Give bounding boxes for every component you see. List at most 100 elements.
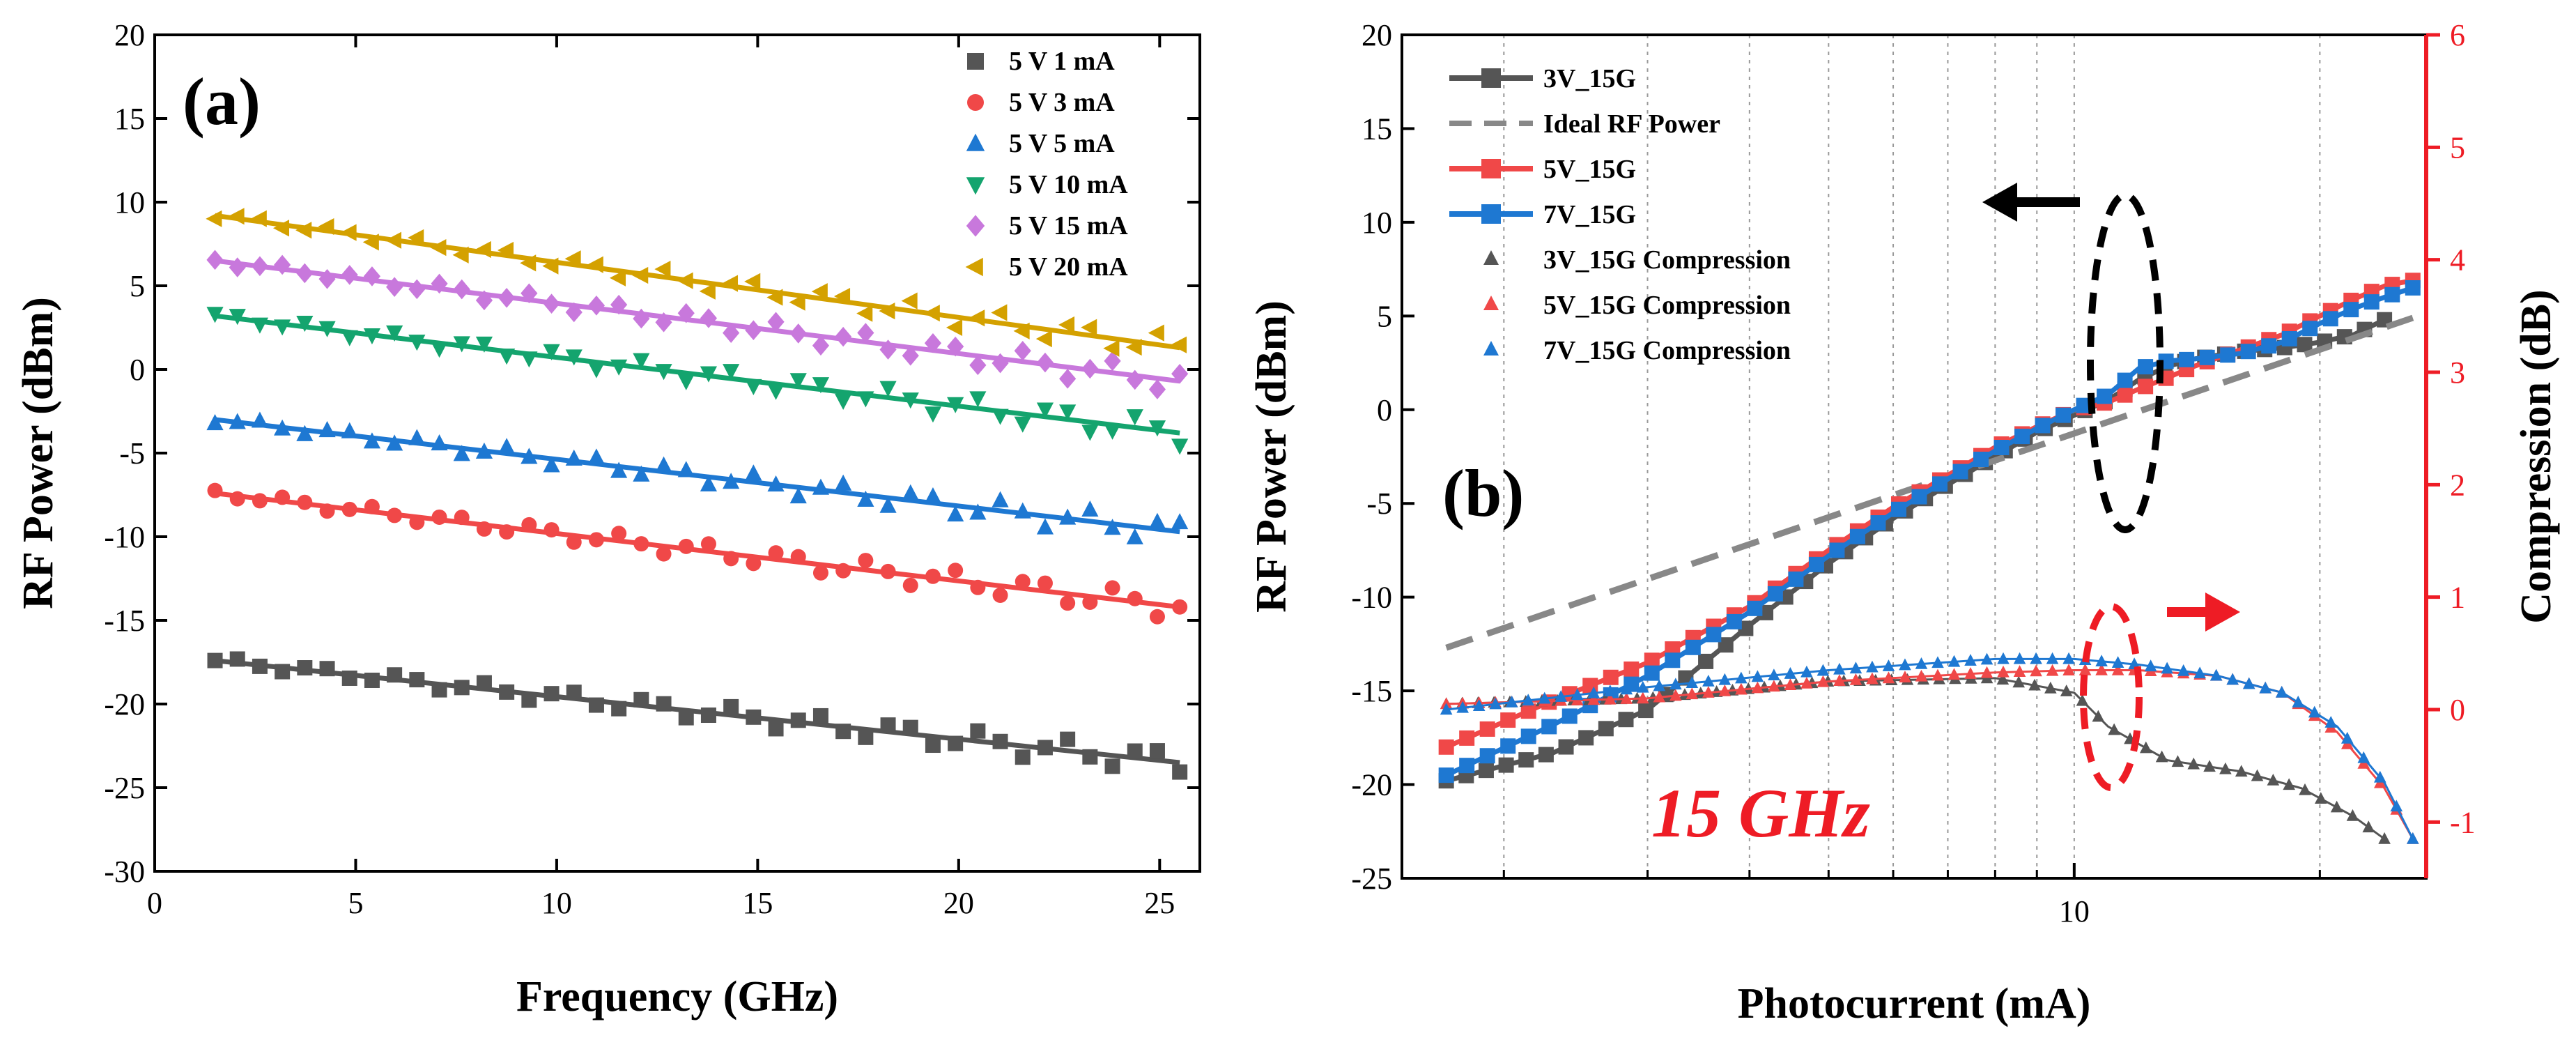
data-point [1558, 739, 1574, 755]
panel-b-x-axis-title: Photocurrent (mA) [1738, 980, 2091, 1027]
data-point [431, 273, 448, 294]
data-point [408, 335, 426, 351]
data-point [2028, 678, 2041, 691]
data-point [992, 491, 1009, 507]
panel-b-annotations [1982, 183, 2240, 791]
data-point [1767, 586, 1783, 602]
data-point [2095, 655, 2108, 667]
y-tick-label: 15 [114, 102, 145, 136]
series-line [1446, 657, 2414, 840]
data-point [453, 279, 470, 300]
data-point [1866, 672, 1879, 685]
data-point [2193, 666, 2206, 679]
data-point [520, 448, 538, 464]
panel-b-y-axis-title: RF Power (dBm) [1248, 300, 1295, 613]
x-tick-label: 5 [348, 886, 363, 920]
data-point [1059, 404, 1077, 421]
series-7v-15g-compression [1440, 652, 2419, 844]
data-point [1638, 703, 1654, 719]
data-point [2343, 302, 2359, 318]
data-point [2340, 731, 2354, 744]
data-point [1148, 420, 1166, 437]
data-point [543, 344, 560, 360]
data-point [274, 419, 291, 436]
data-point [1915, 657, 1928, 669]
data-point [2179, 351, 2195, 367]
data-point [1788, 571, 1804, 587]
data-point [341, 501, 357, 517]
data-point [969, 355, 987, 376]
data-point [902, 577, 918, 593]
data-point [1126, 409, 1143, 426]
data-point [229, 491, 245, 507]
data-point [387, 507, 403, 523]
data-point [1747, 600, 1763, 616]
series-5-v-1-ma [207, 651, 1188, 780]
y-tick-label: 20 [1362, 18, 1392, 52]
data-point [1037, 740, 1053, 756]
y-tick-label: -25 [1351, 862, 1392, 896]
data-point [1059, 508, 1077, 525]
data-point [453, 445, 470, 461]
data-point [678, 710, 694, 726]
data-point [1518, 752, 1534, 768]
data-point [272, 220, 290, 237]
data-point [1081, 358, 1099, 379]
data-point [2046, 664, 2059, 676]
legend-marker [1481, 68, 1501, 88]
panel-b-label: (b) [1442, 456, 1524, 530]
data-point [1172, 764, 1188, 780]
data-point [1882, 659, 1895, 671]
data-point [1587, 686, 1601, 698]
data-point [1170, 336, 1187, 353]
data-point [1665, 652, 1681, 668]
y2-tick-label: 5 [2450, 130, 2465, 165]
x-tick-label: 10 [2059, 894, 2090, 928]
data-point [969, 391, 987, 408]
panel-b-gridlines [1503, 35, 2321, 878]
data-point [1478, 763, 1494, 779]
data-point [251, 256, 269, 277]
data-point [2187, 757, 2200, 770]
fit-line [215, 658, 1180, 765]
data-point [2324, 716, 2338, 728]
data-point [408, 429, 426, 445]
data-point [1702, 675, 1715, 687]
data-point [655, 364, 672, 381]
legend-label: 5 V 20 mA [1009, 252, 1128, 282]
black-dashed-ellipse [2087, 192, 2164, 533]
data-point [2155, 750, 2168, 763]
data-point [1459, 758, 1475, 774]
data-point [609, 269, 626, 286]
data-point [1522, 694, 1535, 706]
series-line [1445, 314, 2414, 651]
data-point [1686, 676, 1699, 688]
data-point [610, 461, 628, 478]
data-point [1784, 667, 1797, 679]
data-point [1685, 639, 1701, 655]
data-point [318, 421, 336, 438]
series-3v-15g [1438, 312, 2393, 789]
y2-tick-label: 0 [2450, 693, 2465, 727]
data-point [1768, 668, 1780, 681]
legend-label: 5 V 10 mA [1009, 170, 1128, 199]
data-point [296, 316, 314, 332]
data-point [228, 208, 245, 225]
data-point [363, 328, 381, 345]
data-point [2357, 751, 2370, 763]
data-point [1644, 665, 1660, 681]
data-point [902, 484, 919, 500]
data-point [498, 349, 516, 365]
data-point [408, 229, 424, 247]
data-point [297, 494, 313, 510]
data-point [1171, 363, 1189, 384]
data-point [744, 273, 761, 290]
x-tick-label: 0 [147, 886, 162, 920]
data-point [2203, 760, 2216, 772]
series-5-v-5-ma [206, 411, 1189, 544]
data-point [2097, 388, 2113, 404]
data-point [408, 279, 426, 300]
data-point [677, 303, 695, 323]
data-point [2062, 664, 2075, 675]
data-point [1148, 324, 1164, 342]
